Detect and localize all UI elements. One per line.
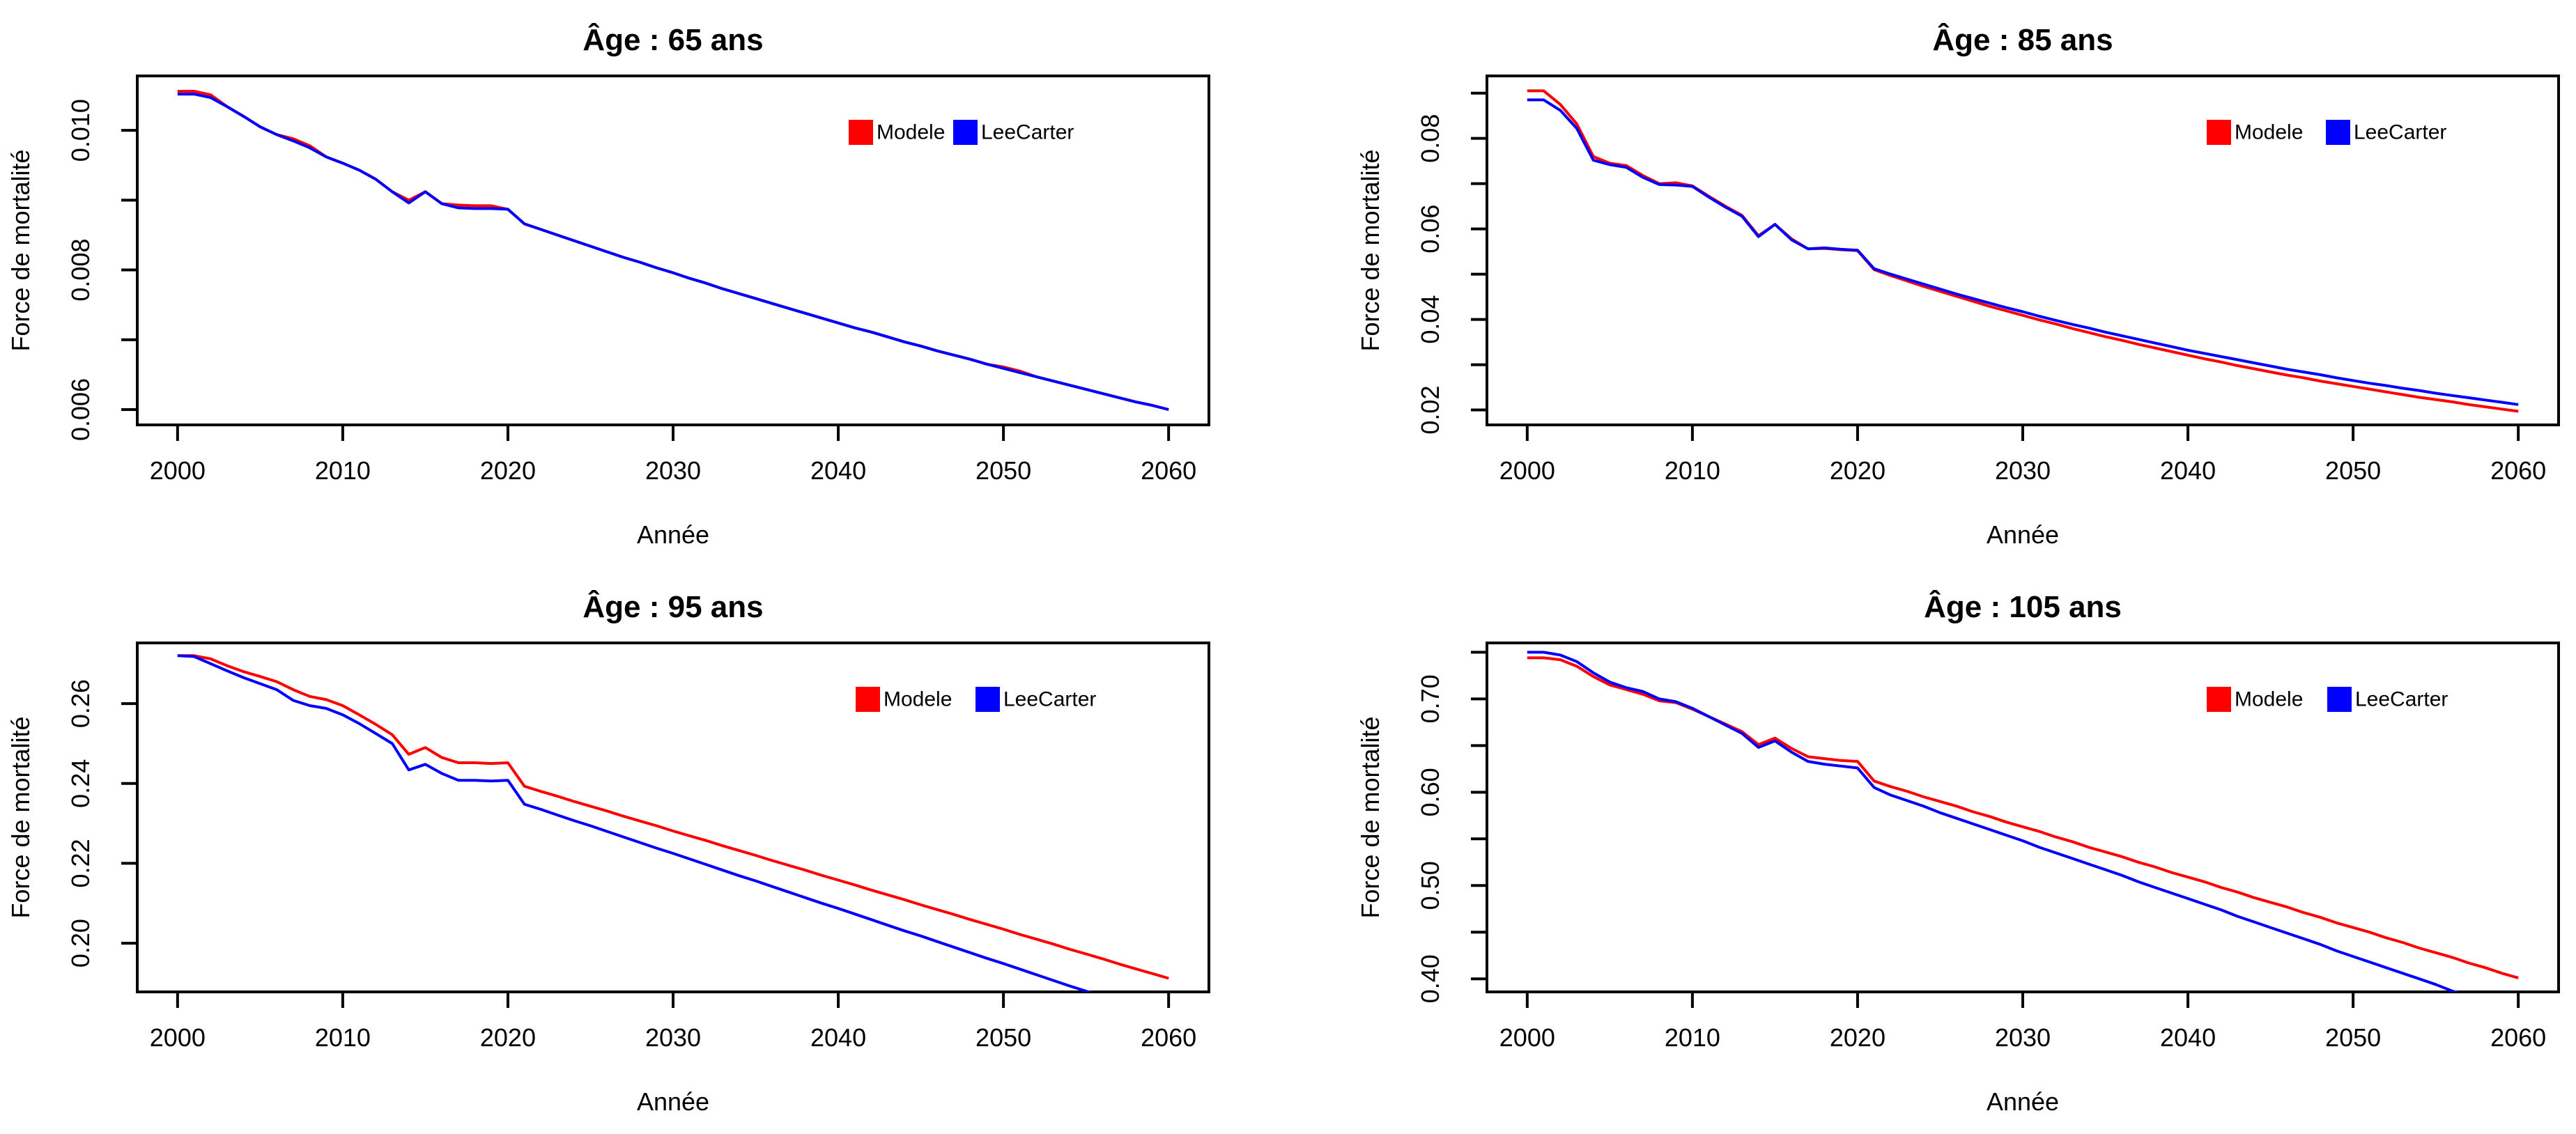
chart-panel-age-65: Âge : 65 ans 2000 2010 2020 2030 2040 2050 2060… bbox=[0, 0, 1288, 567]
y-axis-title: Force de mortalité bbox=[1356, 716, 1385, 918]
series-line-modele bbox=[177, 654, 1169, 980]
x-axis-tick-label: 2060 bbox=[1141, 456, 1196, 485]
x-axis-tick-label: 2060 bbox=[2490, 456, 2546, 485]
series-group bbox=[1527, 651, 2519, 992]
y-axis-tick-label: 0.60 bbox=[1416, 768, 1444, 816]
x-axis-tick-label: 2020 bbox=[1830, 456, 1885, 485]
y-axis-tick-label: 0.40 bbox=[1416, 954, 1444, 1003]
x-axis-tick-label: 2010 bbox=[315, 1023, 371, 1052]
y-axis-tick-label: 0.08 bbox=[1416, 114, 1444, 163]
y-axis-tick-label: 0.22 bbox=[66, 839, 95, 887]
legend-swatch-modele bbox=[2207, 120, 2231, 145]
y-axis-tick-label: 0.24 bbox=[66, 759, 95, 808]
series-group bbox=[177, 90, 1169, 411]
series-line-leecarter bbox=[1527, 98, 2519, 406]
y-axis-tick-label: 0.02 bbox=[1416, 386, 1444, 435]
legend-swatch-leecarter bbox=[2327, 687, 2352, 712]
x-axis-tick-label: 2040 bbox=[810, 1023, 866, 1052]
x-axis-tick-label: 2020 bbox=[480, 1023, 536, 1052]
x-axis-tick-label: 2060 bbox=[2490, 1023, 2546, 1052]
x-axis-tick-label: 2050 bbox=[2325, 1023, 2381, 1052]
x-axis-tick-label: 2050 bbox=[2325, 456, 2381, 485]
x-axis-tick-label: 2050 bbox=[975, 1023, 1031, 1052]
series-line-leecarter bbox=[177, 93, 1169, 411]
chart-panel-age-85: Âge : 85 ans 2000 2010 2020 2030 2040 2050 2060… bbox=[1288, 0, 2576, 567]
legend-label-modele: Modele bbox=[884, 688, 952, 711]
legend-label-leecarter: LeeCarter bbox=[2355, 688, 2448, 711]
y-axis-tick-label: 0.06 bbox=[1416, 205, 1444, 254]
x-axis-tick-label: 2050 bbox=[975, 456, 1031, 485]
x-axis-tick-label: 2030 bbox=[645, 1023, 701, 1052]
chart-panel-age-95: Âge : 95 ans 2000 2010 2020 2030 2040 2050 2060… bbox=[0, 567, 1288, 1134]
x-axis-title: Année bbox=[1987, 1087, 2059, 1116]
x-axis-tick-label: 2000 bbox=[150, 456, 206, 485]
legend-label-modele: Modele bbox=[2235, 688, 2303, 711]
chart-title: Âge : 65 ans bbox=[583, 22, 763, 57]
y-axis-title: Force de mortalité bbox=[6, 149, 35, 351]
legend-swatch-modele bbox=[856, 687, 880, 712]
x-axis-tick-label: 2040 bbox=[2160, 1023, 2216, 1052]
x-axis-tick-label: 2030 bbox=[1995, 1023, 2051, 1052]
series-group bbox=[1527, 89, 2519, 413]
chart-title: Âge : 105 ans bbox=[1924, 589, 2122, 624]
x-axis-tick-label: 2010 bbox=[1665, 456, 1720, 485]
chart-age-85: Âge : 85 ans 2000 2010 2020 2030 2040 2050 2060… bbox=[1356, 22, 2560, 549]
x-axis-tick-label: 2020 bbox=[480, 456, 536, 485]
series-line-leecarter bbox=[1527, 651, 2460, 992]
legend-label-leecarter: LeeCarter bbox=[981, 121, 1074, 144]
legend-swatch-leecarter bbox=[2326, 120, 2350, 145]
y-axis-tick-label: 0.26 bbox=[66, 679, 95, 728]
x-axis-tick-label: 2060 bbox=[1141, 1023, 1196, 1052]
x-axis-tick-label: 2020 bbox=[1830, 1023, 1885, 1052]
legend-swatch-leecarter bbox=[975, 687, 1000, 712]
chart-title: Âge : 95 ans bbox=[583, 589, 763, 624]
legend-swatch-leecarter bbox=[953, 120, 978, 145]
legend-label-modele: Modele bbox=[2235, 121, 2303, 144]
y-axis-tick-label: 0.010 bbox=[66, 99, 95, 162]
legend-label-modele: Modele bbox=[877, 121, 945, 144]
y-axis-tick-label: 0.008 bbox=[66, 239, 95, 302]
x-axis-tick-label: 2040 bbox=[810, 456, 866, 485]
x-axis-tick-label: 2000 bbox=[1499, 456, 1555, 485]
x-axis-title: Année bbox=[1987, 520, 2059, 549]
y-axis-title: Force de mortalité bbox=[6, 716, 35, 918]
y-axis-tick-label: 0.20 bbox=[66, 919, 95, 968]
x-axis-tick-label: 2000 bbox=[1499, 1023, 1555, 1052]
x-axis-tick-label: 2000 bbox=[150, 1023, 206, 1052]
chart-panel-age-105: Âge : 105 ans 2000 2010 2020 2030 2040 2050 206… bbox=[1288, 567, 2576, 1134]
chart-age-95: Âge : 95 ans 2000 2010 2020 2030 2040 2050 2060… bbox=[6, 589, 1210, 1116]
y-axis-tick-label: 0.04 bbox=[1416, 295, 1444, 344]
chart-title: Âge : 85 ans bbox=[1932, 22, 2113, 57]
x-axis-tick-label: 2010 bbox=[1665, 1023, 1720, 1052]
x-axis-tick-label: 2030 bbox=[1995, 456, 2051, 485]
x-axis-tick-label: 2010 bbox=[315, 456, 371, 485]
x-axis-tick-label: 2040 bbox=[2160, 456, 2216, 485]
legend-label-leecarter: LeeCarter bbox=[1003, 688, 1096, 711]
legend-label-leecarter: LeeCarter bbox=[2354, 121, 2446, 144]
y-axis-tick-label: 0.006 bbox=[66, 378, 95, 441]
legend-swatch-modele bbox=[849, 120, 873, 145]
series-group bbox=[177, 654, 1169, 992]
x-axis-title: Année bbox=[637, 1087, 709, 1116]
x-axis-title: Année bbox=[637, 520, 709, 549]
legend-swatch-modele bbox=[2207, 687, 2231, 712]
chart-age-105: Âge : 105 ans 2000 2010 2020 2030 2040 2050 206… bbox=[1356, 589, 2560, 1116]
y-axis-title: Force de mortalité bbox=[1356, 149, 1385, 351]
x-axis-tick-label: 2030 bbox=[645, 456, 701, 485]
y-axis-tick-label: 0.70 bbox=[1416, 674, 1444, 723]
series-line-leecarter bbox=[177, 654, 1093, 992]
chart-age-65: Âge : 65 ans 2000 2010 2020 2030 2040 2050 2060… bbox=[6, 22, 1210, 549]
y-axis-tick-label: 0.50 bbox=[1416, 861, 1444, 910]
